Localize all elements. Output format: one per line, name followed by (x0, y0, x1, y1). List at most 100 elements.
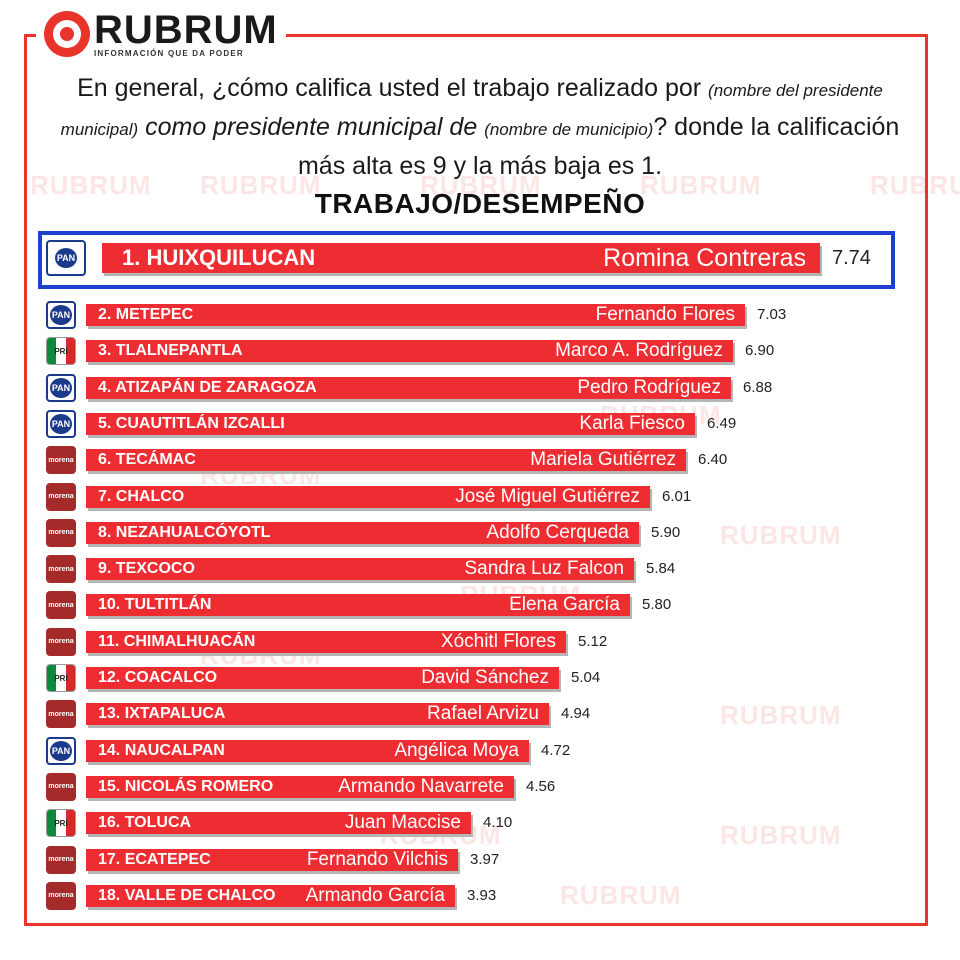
chart-title: TRABAJO/DESEMPEÑO (314, 188, 646, 219)
bar: 10. TULTITLÁN Elena García (86, 594, 630, 617)
president-label: Fernando Vilchis (306, 848, 448, 870)
value-label: 4.94 (561, 705, 591, 723)
watermark-text: RUBRUM (200, 170, 322, 200)
question-part2: como presidente municipal de (145, 113, 478, 141)
logo-word: RUBRUM (94, 7, 278, 52)
chart-frame (24, 34, 928, 926)
president-label: Armando Navarrete (338, 775, 504, 797)
bar: 7. CHALCO José Miguel Gutiérrez (86, 485, 650, 508)
bar: 2. METEPEC Fernando Flores (86, 304, 745, 326)
president-label: José Miguel Gutiérrez (455, 485, 640, 507)
value-label: 6.90 (745, 342, 775, 360)
municipality-label: 15. NICOLÁS ROMERO (98, 777, 274, 795)
pan-party-icon: PAN (46, 409, 76, 438)
municipality-label: 16. TOLUCA (98, 814, 192, 832)
bar: 14. NAUCALPAN Angélica Moya (86, 739, 529, 762)
bar: 13. IXTAPALUCA Rafael Arvizu (86, 703, 549, 726)
value-label: 4.72 (541, 741, 571, 759)
value-label: 3.97 (470, 850, 500, 868)
bar: 12. COACALCO David Sánchez (86, 667, 559, 689)
value-label: 6.88 (743, 378, 773, 396)
bar: 8. NEZAHUALCÓYOTL Adolfo Cerqueda (86, 521, 639, 544)
municipality-label: 9. TEXCOCO (98, 560, 195, 578)
bar: 3. TLALNEPANTLA Marco A. Rodríguez (86, 340, 733, 363)
municipality-label: 10. TULTITLÁN (98, 596, 212, 614)
bar: 11. CHIMALHUACÁN Xóchitl Flores (86, 630, 566, 653)
morena-party-icon: morena (46, 591, 76, 620)
president-label: Pedro Rodríguez (577, 376, 721, 398)
municipality-label: 2. METEPEC (98, 306, 194, 323)
president-label: Fernando Flores (595, 304, 735, 325)
municipality-label: 14. NAUCALPAN (98, 741, 225, 759)
president-label: David Sánchez (421, 667, 549, 688)
value-label: 5.04 (571, 669, 601, 686)
watermark-text: RUBRUM (560, 880, 682, 910)
president-label: Juan Maccise (344, 812, 461, 834)
value-label: 7.74 (832, 247, 871, 269)
logo-ring-icon (44, 11, 90, 57)
municipality-label: 4. ATIZAPÁN DE ZARAGOZA (98, 378, 317, 396)
morena-party-icon: morena (46, 772, 76, 801)
municipality-label: 7. CHALCO (98, 487, 185, 505)
pan-party-icon: PAN (46, 301, 76, 329)
morena-party-icon: morena (46, 555, 76, 584)
question-paren1: (nombre del presidente municipal) (60, 81, 883, 139)
watermark-text: RUBRUM (640, 170, 762, 200)
municipality-label: 6. TECÁMAC (98, 451, 196, 469)
pan-party-icon: PAN (46, 373, 76, 402)
bar: 5. CUAUTITLÁN IZCALLI Karla Fiesco (86, 412, 695, 435)
municipality-label: 17. ECATEPEC (98, 850, 211, 868)
pan-party-icon: PAN (46, 736, 76, 765)
bar: 18. VALLE DE CHALCO Armando García (86, 884, 455, 907)
watermark-text: RUBRUM (720, 700, 842, 730)
watermark-text: RUBRUM (30, 170, 152, 200)
pan-party-icon: PAN (46, 240, 86, 276)
value-label: 4.10 (483, 814, 513, 832)
president-label: Elena García (509, 594, 620, 616)
president-label: Marco A. Rodríguez (555, 340, 723, 362)
president-label: Angélica Moya (394, 739, 519, 761)
morena-party-icon: morena (46, 482, 76, 511)
pri-party-icon: PRI (46, 664, 76, 692)
question-part3: ? donde la calificación más alta es 9 y … (297, 113, 900, 180)
value-label: 4.56 (526, 777, 556, 795)
value-label: 5.84 (646, 560, 676, 578)
bar: 16. TOLUCA Juan Maccise (86, 812, 471, 835)
value-label: 6.49 (707, 414, 737, 432)
municipality-label: 18. VALLE DE CHALCO (98, 886, 276, 904)
morena-party-icon: morena (46, 446, 76, 475)
watermark-text: RUBRUM (420, 170, 542, 200)
president-label: Sandra Luz Falcon (464, 558, 625, 580)
value-label: 3.93 (467, 886, 497, 904)
value-label: 6.01 (662, 487, 692, 505)
bar: 15. NICOLÁS ROMERO Armando Navarrete (86, 775, 514, 798)
value-label: 5.90 (651, 523, 681, 541)
president-label: Adolfo Cerqueda (486, 521, 629, 543)
watermark-text: RUBRUM (720, 520, 842, 550)
president-label: Mariela Gutiérrez (530, 449, 676, 471)
municipality-label: 5. CUAUTITLÁN IZCALLI (98, 414, 285, 432)
municipality-label: 3. TLALNEPANTLA (98, 342, 243, 360)
municipality-label: 13. IXTAPALUCA (98, 705, 226, 723)
morena-party-icon: morena (46, 518, 76, 547)
watermark-text: RUBRUM (870, 170, 960, 200)
president-label: Xóchitl Flores (440, 630, 556, 652)
president-label: Armando García (305, 884, 445, 906)
logo-tagline: INFORMACIÓN QUE DA PODER (94, 48, 244, 58)
value-label: 7.03 (757, 306, 787, 323)
rubrum-logo: RUBRUM INFORMACIÓN QUE DA PODER (36, 8, 286, 60)
bar: 17. ECATEPEC Fernando Vilchis (86, 848, 458, 871)
president-label: Rafael Arvizu (427, 703, 539, 725)
value-label: 5.12 (578, 632, 608, 650)
morena-party-icon: morena (46, 627, 76, 656)
question-part1: En general, ¿cómo califica usted el trab… (77, 74, 702, 102)
survey-question: En general, ¿cómo califica usted el trab… (60, 70, 900, 184)
bar: 1. HUIXQUILUCAN Romina Contreras (102, 243, 820, 273)
bar: 4. ATIZAPÁN DE ZARAGOZA Pedro Rodríguez (86, 376, 731, 399)
president-label: Romina Contreras (603, 244, 806, 272)
municipality-label: 8. NEZAHUALCÓYOTL (98, 523, 271, 541)
pri-party-icon: PRI (46, 337, 76, 366)
pri-party-icon: PRI (46, 809, 76, 838)
municipality-label: 11. CHIMALHUACÁN (98, 632, 256, 650)
value-label: 5.80 (642, 596, 672, 614)
